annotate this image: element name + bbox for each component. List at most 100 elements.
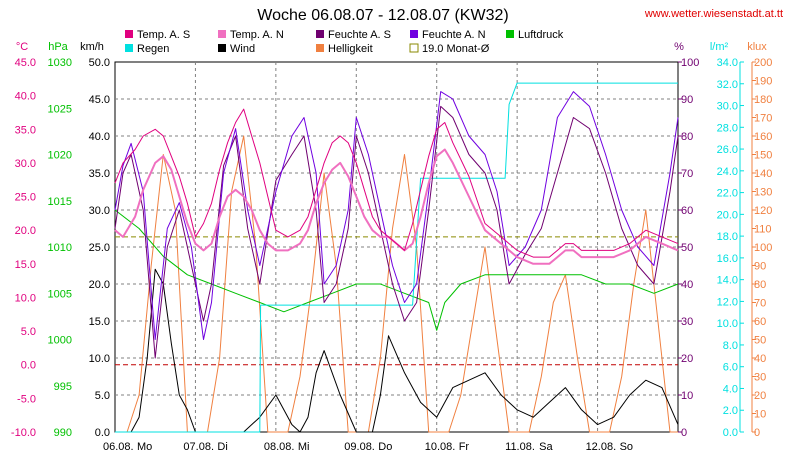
series-line [114, 105, 679, 359]
axis-units: °C hPa km/h% l/m² klux [16, 41, 767, 53]
y-tick-label: 50 [754, 335, 766, 347]
y-tick-label: 40.0 [15, 91, 36, 103]
y-tick-label: 5.0 [95, 390, 110, 402]
y-tick-label: 130 [754, 187, 772, 199]
source-label: www.wetter.wiesenstadt.at.tt [644, 8, 783, 20]
legend-swatch [316, 44, 324, 52]
series-line [114, 148, 679, 265]
y-tick-label: 70 [754, 298, 766, 310]
y-tick-label: 0.0 [95, 427, 110, 439]
y-tick-label: 190 [754, 76, 772, 88]
x-weekday-label: Mo [137, 441, 152, 453]
y-tick-label: 170 [754, 113, 772, 125]
y-tick-label: 40.0 [89, 131, 110, 143]
y-tick-label: 80 [681, 131, 693, 143]
x-weekday-label: Do [378, 441, 392, 453]
axis-unit-label: % [674, 41, 684, 53]
y-tick-label: 180 [754, 94, 772, 106]
y-tick-label: 20.0 [717, 209, 738, 221]
x-date-label: 07.08. [183, 441, 214, 453]
y-tick-label: 25.0 [15, 192, 36, 204]
legend-swatch [125, 30, 133, 38]
y-tick-label: 10.0 [717, 318, 738, 330]
legend-label: Temp. A. N [230, 29, 284, 41]
y-tick-label: 4.0 [723, 383, 738, 395]
y-tick-label: 20 [681, 353, 693, 365]
y-tick-label: 0 [681, 427, 687, 439]
y-tick-label: 45.0 [15, 57, 36, 69]
legend-swatch [218, 30, 226, 38]
legend-swatch [506, 30, 514, 38]
y-tick-label: 60 [681, 205, 693, 217]
y-tick-label: 30.0 [717, 101, 738, 113]
legend-label: Wind [230, 43, 255, 55]
series-line [115, 135, 678, 433]
x-date-label: 11.08. [505, 441, 535, 453]
axis-unit-label: klux [747, 41, 767, 53]
x-weekday-label: So [620, 441, 633, 453]
y-tick-label: 10 [754, 409, 766, 421]
x-date-label: 10.08. [425, 441, 456, 453]
x-weekday-label: Mi [298, 441, 310, 453]
y-tick-label: 1025 [48, 103, 72, 115]
y-tick-label: 16.0 [717, 253, 738, 265]
y-tick-label: 10.0 [15, 292, 36, 304]
series-line [114, 209, 679, 331]
y-tick-label: 1020 [48, 150, 72, 162]
series-line [115, 268, 679, 433]
legend-label: Temp. A. S [137, 29, 190, 41]
y-tick-label: 6.0 [723, 362, 738, 374]
x-date-label: 12.08. [586, 441, 617, 453]
tick-labels: 45.0 40.0 35.0 30.0 25.0 20.0 15.0 10.0 5.0 0.0 -5… [11, 57, 772, 439]
y-tick-label: 18.0 [717, 231, 738, 243]
y-tick-label: -10.0 [11, 427, 36, 439]
y-tick-label: 90 [681, 94, 693, 106]
axis-unit-label: hPa [48, 41, 68, 53]
y-tick-label: 1005 [48, 288, 72, 300]
y-tick-label: 30 [754, 372, 766, 384]
x-axis-labels: 06.08. Mo 07.08. Di 08.08. Mi 09.08. Do 10.08. Fr… [103, 441, 633, 453]
legend-label: Helligkeit [328, 43, 373, 55]
reference-lines [115, 236, 678, 366]
legend-label: 19.0 Monat-Ø [422, 43, 490, 55]
y-tick-label: 15.0 [15, 259, 36, 271]
y-tick-label: 70 [681, 168, 693, 180]
axis-unit-label: °C [16, 41, 28, 53]
legend-label: Feuchte A. N [422, 29, 486, 41]
series-line [115, 82, 678, 433]
y-tick-label: 90 [754, 261, 766, 273]
x-weekday-label: Sa [539, 441, 553, 453]
y-tick-label: 50.0 [89, 57, 110, 69]
y-tick-label: 14.0 [717, 275, 738, 287]
y-tick-label: 30.0 [15, 158, 36, 170]
chart-title: Woche 06.08.07 - 12.08.07 (KW32) [257, 7, 508, 24]
x-date-label: 09.08. [344, 441, 375, 453]
y-tick-label: 32.0 [717, 79, 738, 91]
legend-swatch [218, 44, 226, 52]
x-date-label: 06.08. [103, 441, 134, 453]
y-tick-label: 8.0 [723, 340, 738, 352]
y-tick-label: 26.0 [717, 144, 738, 156]
y-tick-label: 5.0 [21, 326, 36, 338]
y-tick-label: 15.0 [89, 316, 110, 328]
y-tick-label: 990 [54, 427, 72, 439]
y-tick-label: 60 [754, 316, 766, 328]
y-tick-label: 2.0 [723, 405, 738, 417]
legend-swatch [316, 30, 324, 38]
legend-swatch [409, 43, 419, 53]
legend-swatch [410, 30, 418, 38]
y-tick-label: 0 [754, 427, 760, 439]
x-weekday-label: Fr [459, 441, 470, 453]
legend-label: Feuchte A. S [328, 29, 391, 41]
y-tick-label: 30.0 [89, 205, 110, 217]
y-tick-label: 50 [681, 242, 693, 254]
y-tick-label: 0.0 [723, 427, 738, 439]
y-tick-label: 1010 [48, 242, 72, 254]
y-tick-label: 40 [681, 279, 693, 291]
y-tick-label: 1000 [48, 335, 72, 347]
y-tick-label: 20.0 [89, 279, 110, 291]
y-tick-label: 10 [681, 390, 693, 402]
y-tick-label: 80 [754, 279, 766, 291]
y-tick-label: 25.0 [89, 242, 110, 254]
y-tick-label: 1030 [48, 57, 72, 69]
